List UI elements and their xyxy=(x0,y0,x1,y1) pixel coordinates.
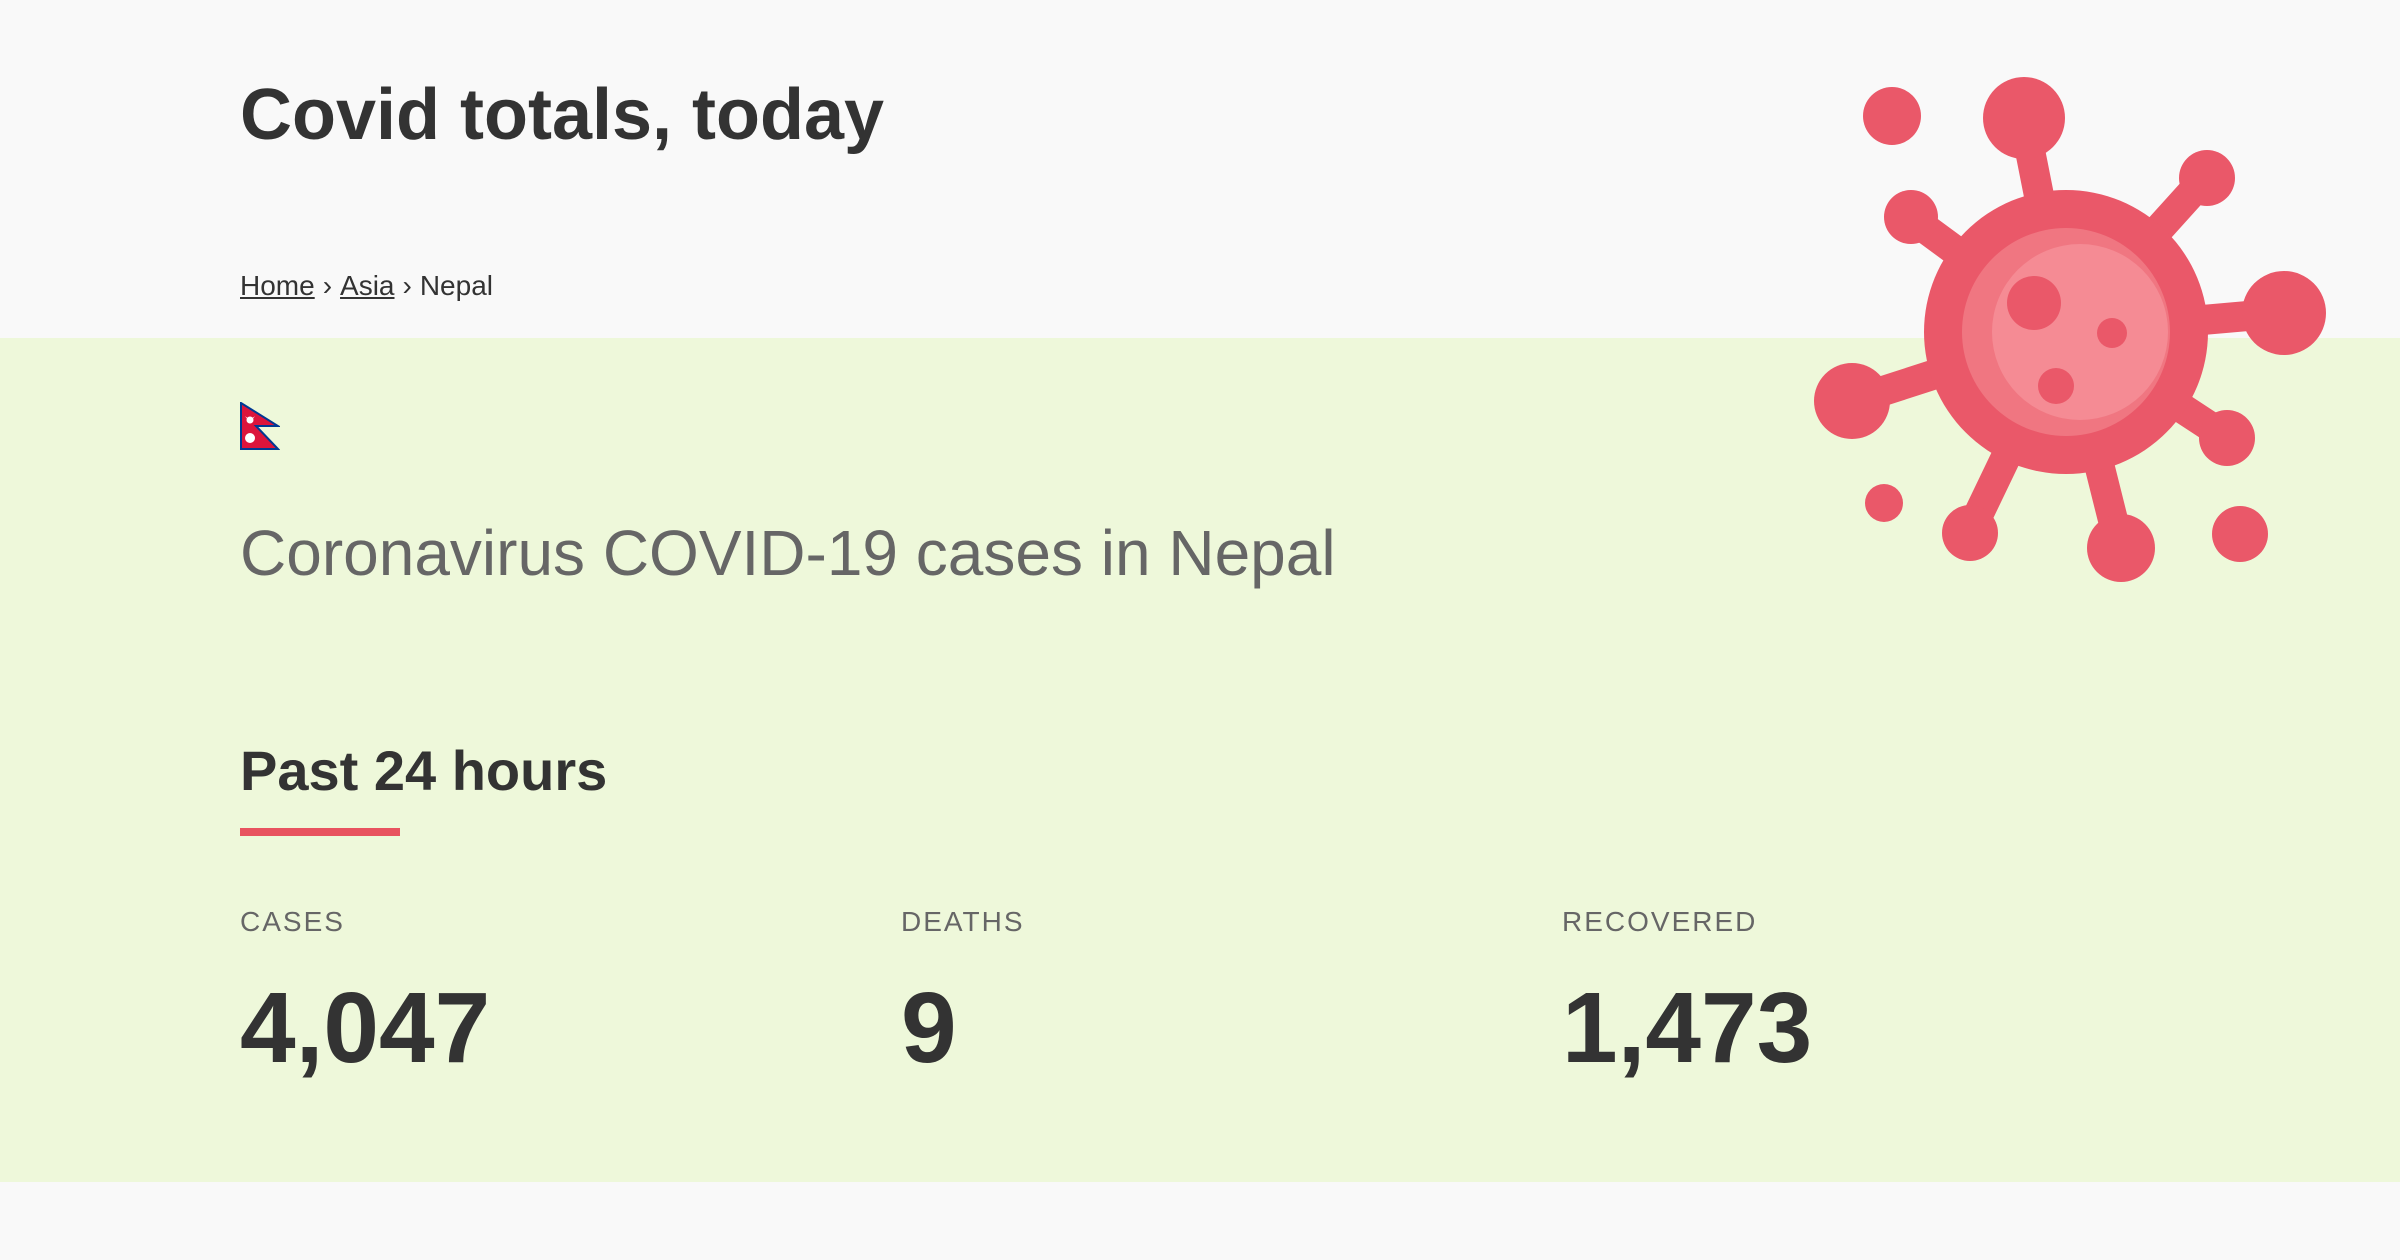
recovered-value: 1,473 xyxy=(1562,972,1813,1084)
deaths-stat: DEATHS 9 xyxy=(901,906,1461,1078)
breadcrumb-asia-link[interactable]: Asia xyxy=(340,270,395,301)
section-title-underline xyxy=(240,828,400,836)
site-header: Covid totals, today Home › Asia › Nepal xyxy=(0,0,2400,338)
breadcrumb: Home › Asia › Nepal xyxy=(240,270,493,302)
cases-label: CASES xyxy=(240,906,345,937)
nepal-flag-icon xyxy=(240,402,280,450)
breadcrumb-current: Nepal xyxy=(419,270,493,301)
cases-stat: CASES 4,047 xyxy=(240,906,800,1078)
breadcrumb-home-link[interactable]: Home xyxy=(240,270,315,301)
recovered-stat: RECOVERED 1,473 xyxy=(1562,906,2122,1078)
deaths-value: 9 xyxy=(901,972,957,1084)
country-title: Coronavirus COVID-19 cases in Nepal xyxy=(240,517,1336,589)
recovered-label: RECOVERED xyxy=(1562,906,1758,937)
site-title: Covid totals, today xyxy=(240,75,885,155)
cases-value: 4,047 xyxy=(240,972,491,1084)
deaths-label: DEATHS xyxy=(901,906,1025,937)
breadcrumb-separator: › xyxy=(322,270,333,301)
breadcrumb-separator: › xyxy=(402,270,412,301)
section-title: Past 24 hours xyxy=(240,739,608,802)
virus-icon xyxy=(1814,77,2326,582)
